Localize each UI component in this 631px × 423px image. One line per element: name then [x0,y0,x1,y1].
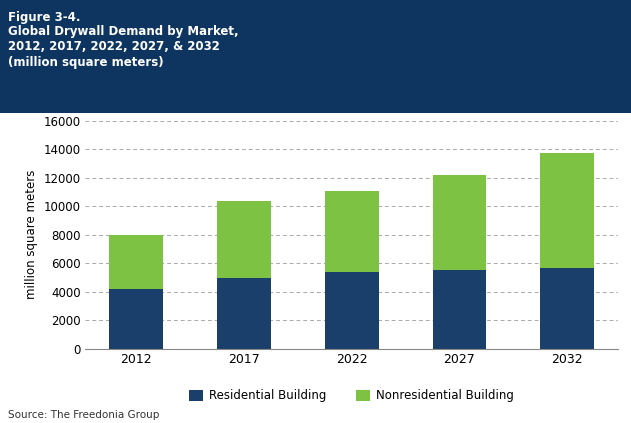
Bar [433,270,487,349]
Bar [391,124,437,135]
Bar [433,175,487,270]
Bar [109,289,163,349]
Bar [109,235,163,289]
Text: Freedonia: Freedonia [448,125,514,138]
Bar [325,272,379,349]
Legend: Residential Building, Nonresidential Building: Residential Building, Nonresidential Bui… [185,385,519,407]
Text: 2012, 2017, 2022, 2027, & 2032: 2012, 2017, 2022, 2027, & 2032 [8,40,220,53]
Bar [325,190,379,272]
Bar [540,268,594,349]
Text: Source: The Freedonia Group: Source: The Freedonia Group [8,409,159,420]
Text: Group: Group [448,148,476,157]
Y-axis label: million square meters: million square meters [25,170,38,299]
Bar [391,141,421,150]
Bar [217,201,271,277]
Text: (million square meters): (million square meters) [8,56,163,69]
Bar [540,154,594,268]
Bar [217,277,271,349]
Text: Global Drywall Demand by Market,: Global Drywall Demand by Market, [8,25,238,38]
Text: Figure 3-4.: Figure 3-4. [8,11,80,24]
Bar [391,155,437,164]
